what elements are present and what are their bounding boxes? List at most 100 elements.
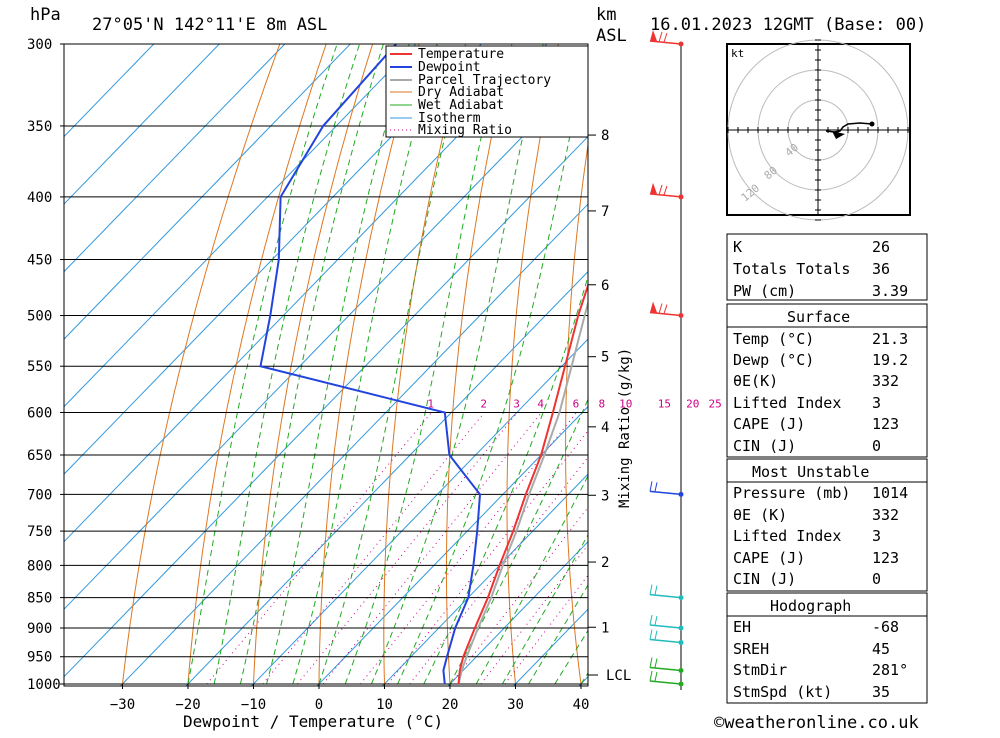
pressure-tick: 350 [27,119,52,135]
dry-adiabat-line [123,44,280,684]
pw-label: PW (cm) [733,282,796,300]
dry-adiabat-line [930,44,1000,684]
most-unstable-table: Most Unstable Pressure (mb) 1014 θE (K) … [727,459,927,591]
mu-cin-label: CIN (J) [733,570,796,588]
mixing-ratio-tick: 3 [513,397,520,410]
hodograph-unit: kt [731,47,744,60]
hodograph-trace-end [870,122,875,127]
pw-value: 3.39 [872,282,908,300]
mu-pressure-label: Pressure (mb) [733,484,850,502]
wind-barb [650,671,684,687]
km-tick: 8 [601,128,609,144]
mu-cape-value: 123 [872,549,899,567]
wind-barb [650,302,684,319]
mu-cape-label: CAPE (J) [733,549,805,567]
legend-mixing-ratio: Mixing Ratio [418,123,512,138]
mixing-ratio-tick: 6 [573,397,580,410]
surface-cape-value: 123 [872,415,899,433]
sreh-value: 45 [872,640,890,658]
surface-dewp-value: 19.2 [872,351,908,369]
pressure-tick: 900 [27,621,52,637]
km-tick: 7 [601,204,609,220]
mixing-ratio-tick: 25 [709,397,722,410]
temperature-tick: −30 [110,697,135,713]
mixing-ratio-tick: 8 [599,397,606,410]
totals-totals-label: Totals Totals [733,260,850,278]
surface-li-value: 3 [872,394,881,412]
pressure-unit-label: hPa [30,5,61,25]
mu-theta-value: 332 [872,506,899,524]
wet-adiabat-line [398,44,590,684]
dry-adiabat-line [507,44,558,684]
surface-temp-value: 21.3 [872,330,908,348]
temperature-tick: 30 [507,697,524,713]
temperature-tick: −10 [241,697,266,713]
sreh-label: SREH [733,640,769,658]
mixing-ratio-axis-title: Mixing Ratio (g/kg) [617,348,633,508]
mixing-ratio-tick: 15 [658,397,671,410]
pressure-tick: 650 [27,448,52,464]
dry-adiabat-line [447,44,512,684]
mixing-ratio-tick: 2 [480,397,487,410]
surface-li-label: Lifted Index [733,394,841,412]
km-tick: 3 [601,488,609,504]
wet-adiabat-line [450,44,704,684]
pressure-tick: 1000 [27,677,61,693]
temperature-tick: 20 [442,697,459,713]
pressure-tick: 950 [27,650,52,666]
stmspd-label: StmSpd (kt) [733,683,832,701]
k-index-label: K [733,238,742,256]
km-tick: 1 [601,620,609,636]
legend: Temperature Dewpoint Parcel Trajectory D… [386,46,588,138]
mixing-ratio-line [388,413,603,685]
dry-adiabat-line [319,44,419,684]
wind-profile-column [650,30,684,690]
km-tick: 4 [601,420,609,436]
surface-theta-label: θE(K) [733,372,778,390]
surface-table: Surface Temp (°C) 21.3 Dewp (°C) 19.2 θE… [727,304,927,457]
wind-barb [650,585,684,601]
copyright-footer: ©weatheronline.co.uk [714,713,919,733]
pressure-tick: 700 [27,487,52,503]
mu-li-label: Lifted Index [733,527,841,545]
wind-barb [650,481,684,497]
pressure-gridlines [64,44,588,684]
asl-label: ASL [596,26,627,46]
surface-dewp-label: Dewp (°C) [733,351,814,369]
wind-barb [650,630,684,646]
temperature-tick: 0 [315,697,323,713]
surface-cape-label: CAPE (J) [733,415,805,433]
lcl-label: LCL [606,668,631,684]
mixing-ratio-lines [207,413,713,685]
hodograph: kt 40 80 120 [727,40,910,220]
totals-totals-value: 36 [872,260,890,278]
surface-cin-label: CIN (J) [733,437,796,455]
wind-barb [650,183,684,200]
km-tick: 6 [601,278,609,294]
wet-adiabat-line [345,44,503,684]
mu-li-value: 3 [872,527,881,545]
km-label: km [596,5,616,25]
forecast-datetime: 16.01.2023 12GMT (Base: 00) [650,15,926,35]
stmdir-label: StmDir [733,661,787,679]
temperature-tick: 40 [573,697,590,713]
pressure-tick: 600 [27,405,52,421]
stmdir-value: 281° [872,661,908,679]
x-axis-title: Dewpoint / Temperature (°C) [183,712,443,731]
surface-title: Surface [787,308,850,326]
most-unstable-title: Most Unstable [752,463,869,481]
isotherm-line [32,7,714,710]
temperature-tick: 10 [376,697,393,713]
pressure-tick: 550 [27,359,52,375]
surface-theta-value: 332 [872,372,899,390]
km-tick: 2 [601,555,609,571]
dry-adiabat-line [976,44,1000,684]
plot-frame [64,44,588,686]
surface-cin-value: 0 [872,437,881,455]
mu-theta-label: θE (K) [733,506,787,524]
mixing-ratio-tick: 1 [427,397,434,410]
wind-barb [650,658,684,674]
